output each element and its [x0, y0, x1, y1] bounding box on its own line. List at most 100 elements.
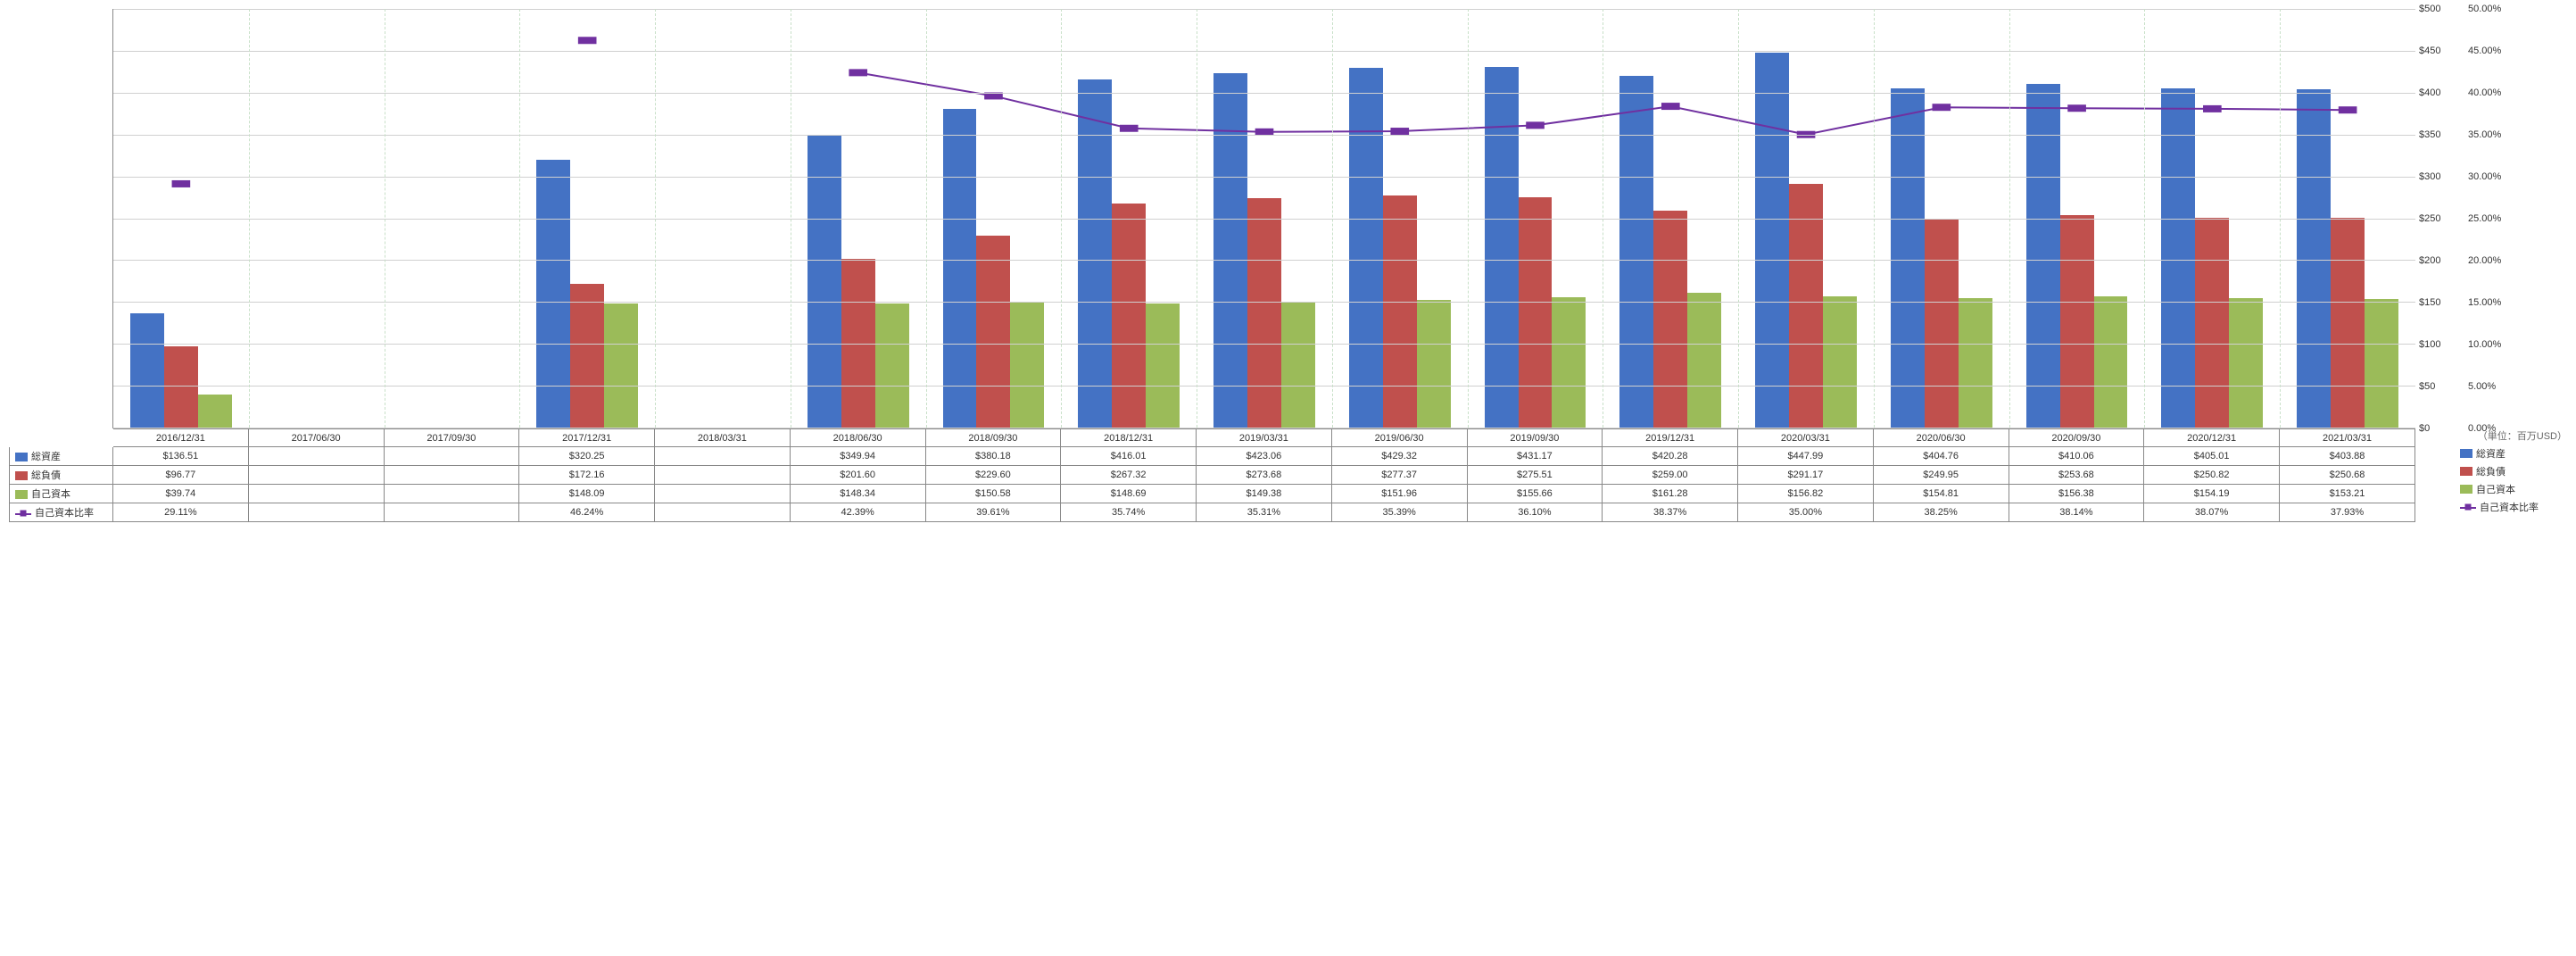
table-cell: $39.74: [113, 485, 249, 503]
row-label: 総資産: [31, 452, 61, 462]
category-header: 2020/03/31: [1738, 429, 1874, 447]
table-cell: [248, 466, 384, 485]
legend-item: 総負債: [2460, 464, 2567, 478]
table-cell: $150.58: [925, 485, 1061, 503]
category-header: 2019/09/30: [1467, 429, 1603, 447]
legend-item: 自己資本: [2460, 482, 2567, 496]
row-header: 総負債: [10, 466, 113, 485]
data-table: 2016/12/312017/06/302017/09/302017/12/31…: [9, 428, 2415, 522]
table-cell: $148.09: [519, 485, 655, 503]
table-cell: $273.68: [1197, 466, 1332, 485]
swatch-bar-icon: [2460, 467, 2472, 476]
equity-ratio-marker: [2067, 104, 2086, 112]
table-cell: $156.38: [2009, 485, 2144, 503]
table-cell: $349.94: [790, 447, 925, 466]
table-cell: 35.74%: [1061, 503, 1197, 522]
equity-ratio-marker: [1933, 104, 1951, 111]
table-cell: $155.66: [1467, 485, 1603, 503]
table-cell: [248, 485, 384, 503]
table-cell: 38.25%: [1873, 503, 2009, 522]
equity-ratio-marker: [1661, 103, 1680, 110]
table-cell: $405.01: [2144, 447, 2280, 466]
table-cell: [655, 447, 791, 466]
swatch-bar-icon: [15, 453, 28, 461]
unit-label: （単位：百万USD）: [2460, 428, 2567, 443]
category-header: 2017/12/31: [519, 429, 655, 447]
table-cell: $380.18: [925, 447, 1061, 466]
category-header: 2018/12/31: [1061, 429, 1197, 447]
plot-area: [112, 9, 2415, 428]
category-header: 2020/06/30: [1873, 429, 2009, 447]
equity-ratio-marker: [2203, 105, 2222, 112]
financial-chart: $0$50$100$150$200$250$300$350$400$450$50…: [9, 9, 2567, 522]
table-cell: $136.51: [113, 447, 249, 466]
table-cell: $253.68: [2009, 466, 2144, 485]
table-cell: 37.93%: [2280, 503, 2415, 522]
legend-item: 自己資本比率: [2460, 500, 2567, 514]
swatch-bar-icon: [2460, 449, 2472, 458]
table-cell: 38.37%: [1603, 503, 1738, 522]
legend-item: 総資産: [2460, 446, 2567, 461]
table-cell: [655, 503, 791, 522]
legend-label: 総資産: [2476, 446, 2506, 461]
table-cell: $250.68: [2280, 466, 2415, 485]
table-cell: $403.88: [2280, 447, 2415, 466]
equity-ratio-marker: [172, 180, 191, 187]
table-cell: 35.31%: [1197, 503, 1332, 522]
category-header: 2019/06/30: [1331, 429, 1467, 447]
category-header: 2021/03/31: [2280, 429, 2415, 447]
category-header: 2018/03/31: [655, 429, 791, 447]
table-cell: 38.07%: [2144, 503, 2280, 522]
table-cell: $149.38: [1197, 485, 1332, 503]
y-tick-dollar: $400: [2419, 87, 2464, 98]
table-cell: $156.82: [1738, 485, 1874, 503]
equity-ratio-marker: [1526, 121, 1545, 129]
table-cell: $249.95: [1873, 466, 2009, 485]
y-tick-dollar: $450: [2419, 46, 2464, 56]
y-tick-dollar: $250: [2419, 213, 2464, 224]
table-cell: $423.06: [1197, 447, 1332, 466]
table-cell: [248, 447, 384, 466]
table-cell: [384, 466, 519, 485]
table-cell: $410.06: [2009, 447, 2144, 466]
table-cell: [248, 503, 384, 522]
row-label: 総負債: [31, 470, 61, 481]
y-axis-dollars: $0$50$100$150$200$250$300$350$400$450$50…: [2415, 9, 2460, 428]
category-header: 2016/12/31: [113, 429, 249, 447]
swatch-bar-icon: [15, 490, 28, 499]
y-tick-dollar: $100: [2419, 339, 2464, 350]
category-header: 2018/06/30: [790, 429, 925, 447]
category-header: 2019/03/31: [1197, 429, 1332, 447]
table-cell: $151.96: [1331, 485, 1467, 503]
equity-ratio-marker: [1120, 125, 1139, 132]
table-cell: $431.17: [1467, 447, 1603, 466]
table-cell: [384, 447, 519, 466]
row-header: 自己資本: [10, 485, 113, 503]
table-cell: $429.32: [1331, 447, 1467, 466]
equity-ratio-marker: [578, 37, 597, 44]
y-tick-dollar: $300: [2419, 171, 2464, 182]
table-cell: $275.51: [1467, 466, 1603, 485]
table-cell: $148.69: [1061, 485, 1197, 503]
y-tick-dollar: $350: [2419, 129, 2464, 140]
table-cell: [655, 466, 791, 485]
table-cell: $291.17: [1738, 466, 1874, 485]
table-cell: $404.76: [1873, 447, 2009, 466]
table-cell: [384, 485, 519, 503]
swatch-line-icon: [15, 509, 31, 518]
table-cell: $172.16: [519, 466, 655, 485]
table-cell: [655, 485, 791, 503]
category-header: 2018/09/30: [925, 429, 1061, 447]
table-cell: $154.81: [1873, 485, 2009, 503]
table-cell: $153.21: [2280, 485, 2415, 503]
table-cell: 35.39%: [1331, 503, 1467, 522]
category-header: 2019/12/31: [1603, 429, 1738, 447]
table-cell: $201.60: [790, 466, 925, 485]
table-cell: $259.00: [1603, 466, 1738, 485]
equity-ratio-marker: [849, 69, 867, 76]
row-header: 総資産: [10, 447, 113, 466]
table-cell: 38.14%: [2009, 503, 2144, 522]
y-tick-dollar: $0: [2419, 423, 2464, 434]
swatch-bar-icon: [2460, 485, 2472, 494]
table-cell: 29.11%: [113, 503, 249, 522]
